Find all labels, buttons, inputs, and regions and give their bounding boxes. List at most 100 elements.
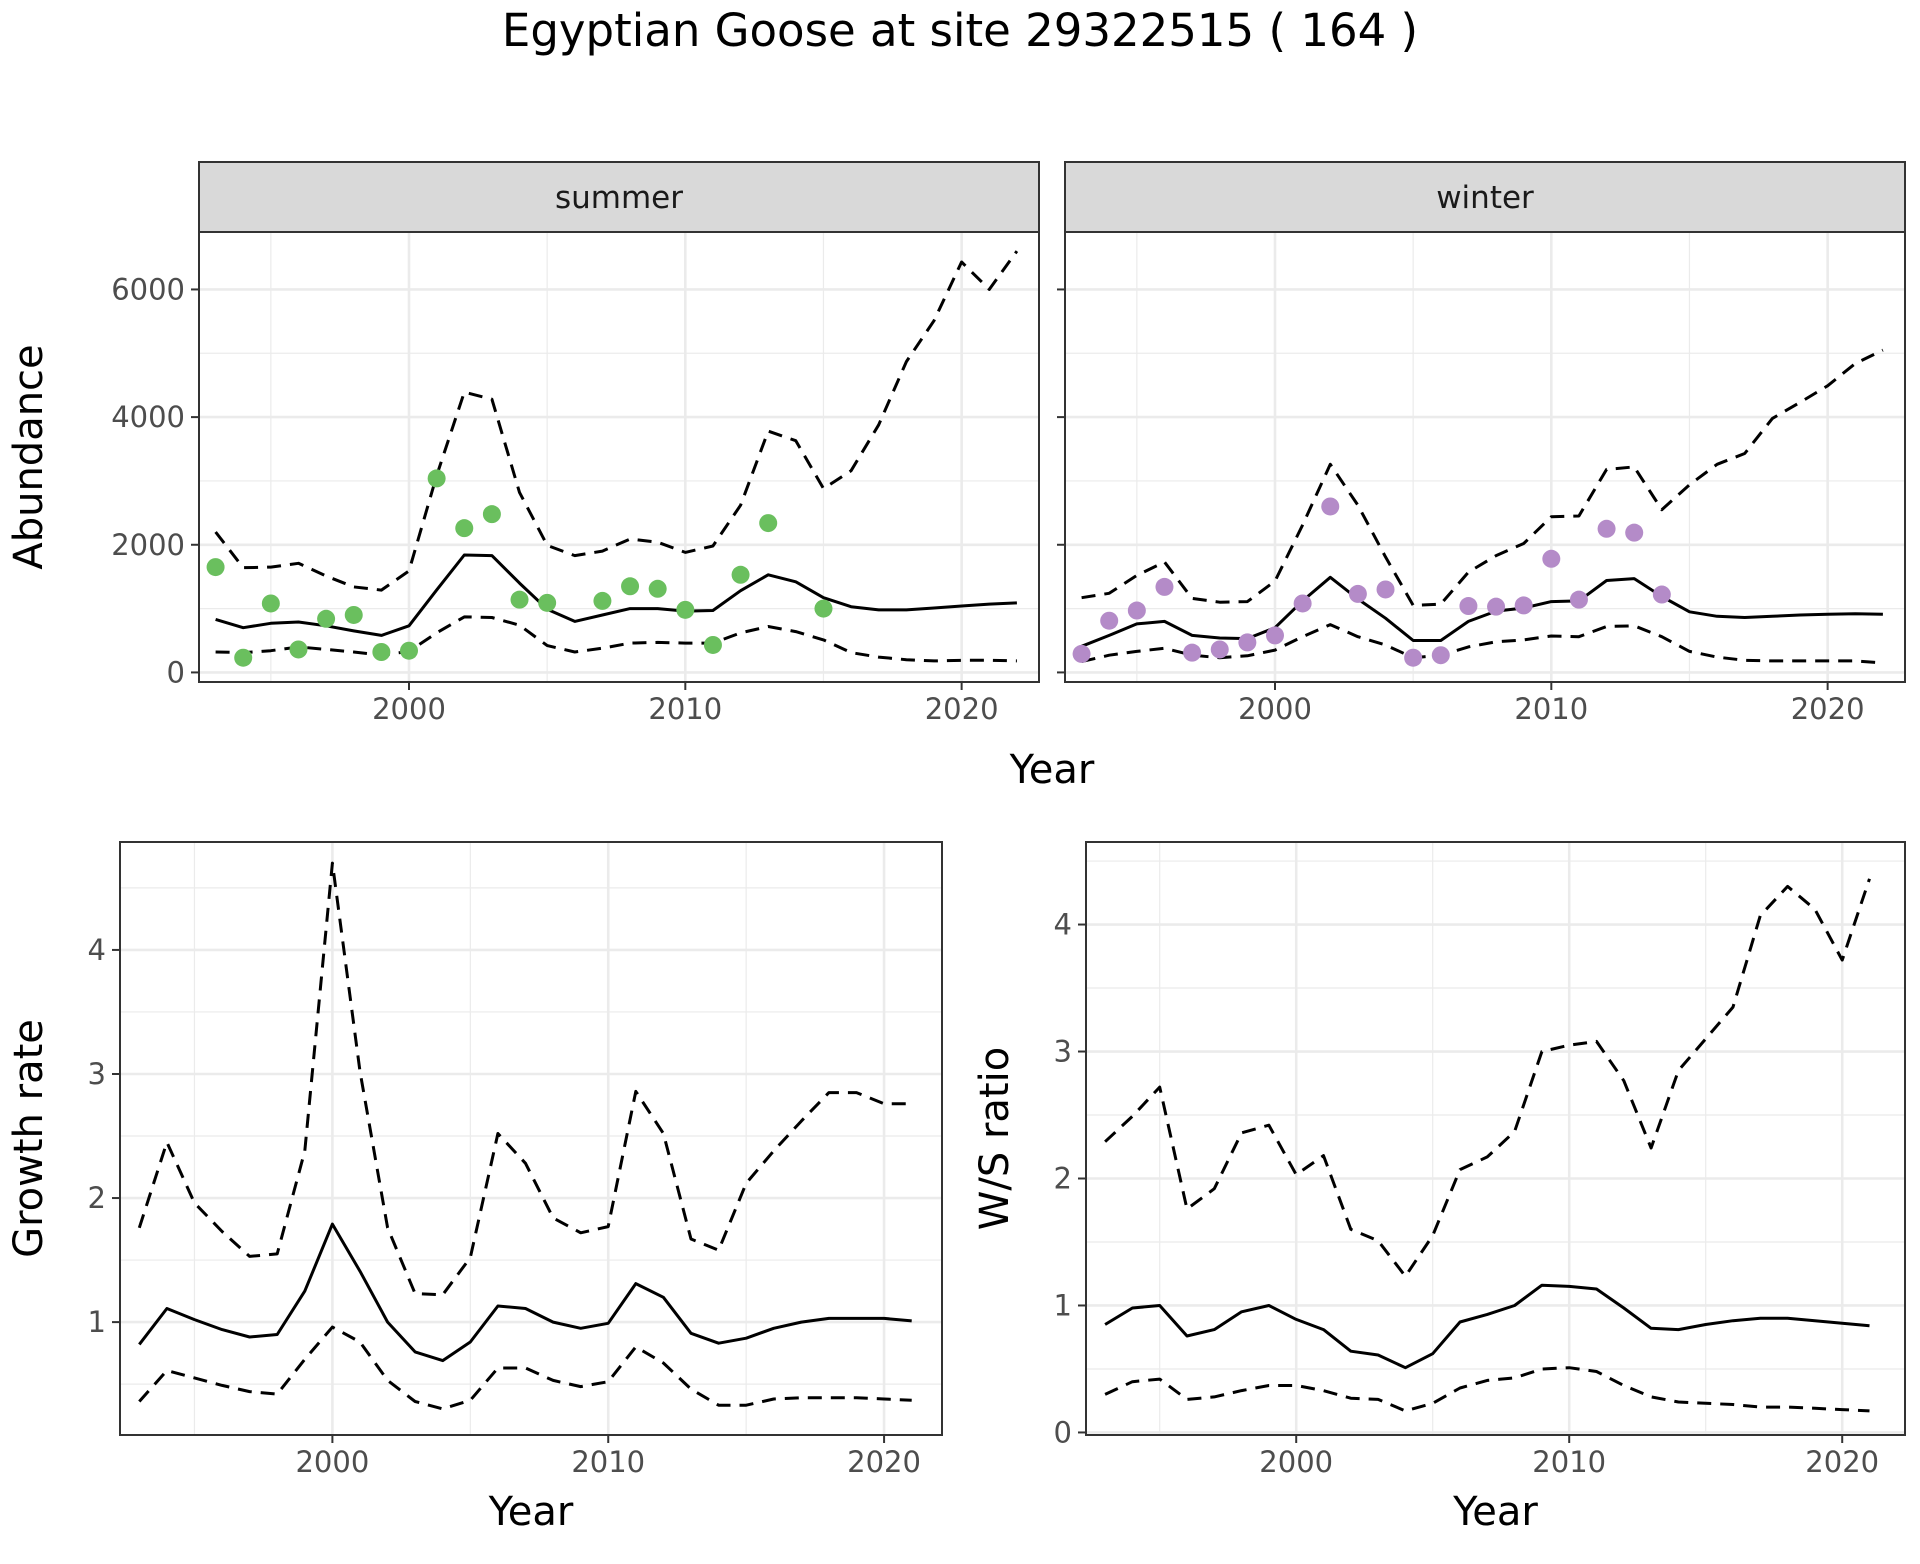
ratio-median-line — [1104, 1283, 1870, 1370]
growth-interval-line-1 — [137, 861, 912, 1297]
ratio-x-axis-title: Year — [1452, 1489, 1538, 1535]
winter-data-point — [1293, 594, 1312, 613]
winter-data-point — [1321, 497, 1340, 516]
summer-data-point — [731, 565, 750, 584]
summer-panel: summer 2000 2010 2020 0 2000 4000 6000 Abundance — [6, 161, 1040, 726]
summer-data-point — [648, 579, 667, 598]
growth-x-tick-label: 2010 — [571, 1445, 645, 1479]
summer-data-point — [372, 643, 391, 661]
growth-y-tick-label: 3 — [88, 1057, 106, 1091]
summer-data-point — [289, 640, 308, 659]
winter-data-point — [1569, 590, 1588, 609]
summer-data-point — [455, 519, 474, 538]
growth-x-tick-label: 2000 — [295, 1445, 369, 1479]
winter-strip-label: winter — [1436, 180, 1534, 216]
figure-title: Egyptian Goose at site 29322515 ( 164 ) — [502, 4, 1418, 57]
ratio-y-tick-label: 0 — [1054, 1415, 1072, 1449]
winter-x-tick-label: 2000 — [1238, 692, 1312, 726]
summer-data-point — [400, 641, 418, 660]
summer-interval-line-2 — [215, 615, 1017, 663]
summer-data-point — [538, 593, 557, 612]
growth-y-axis-title: Growth rate — [6, 1019, 52, 1258]
growth-y-tick-label: 2 — [88, 1181, 106, 1215]
winter-plot-area — [1065, 232, 1905, 682]
summer-x-tick-label: 2020 — [925, 692, 999, 726]
winter-median-line — [1081, 575, 1883, 648]
charts-group: summer 2000 2010 2020 0 2000 4000 6000 Abundance… — [6, 161, 1906, 1535]
ratio-y-tick-label: 3 — [1054, 1035, 1072, 1069]
winter-x-tick-label: 2010 — [1514, 692, 1588, 726]
ratio-y-axis-title: W/S ratio — [972, 1047, 1018, 1230]
summer-interval-line-1 — [214, 250, 1019, 592]
winter-panel: winter 2000 2010 2020 — [1057, 161, 1906, 726]
summer-data-point — [261, 594, 280, 613]
winter-data-point — [1431, 646, 1450, 665]
ratio-interval-line-2 — [1104, 1366, 1870, 1413]
winter-data-point — [1625, 523, 1644, 542]
summer-data-point — [510, 590, 529, 609]
summer-strip-label: summer — [555, 180, 683, 216]
winter-x-tick-label: 2020 — [1791, 692, 1865, 726]
growth-median-line — [138, 1222, 912, 1363]
winter-data-point — [1072, 644, 1091, 663]
growth-panel-border — [119, 841, 943, 1436]
winter-data-point — [1127, 601, 1146, 620]
growth-panel: 2000 2010 2020 1 2 3 4 Year Growth rate — [6, 841, 943, 1535]
summer-y-axis-title: Abundance — [6, 344, 52, 569]
winter-data-point — [1376, 580, 1395, 599]
summer-data-point — [482, 505, 501, 524]
summer-data-point — [427, 469, 446, 488]
summer-x-tick-label: 2000 — [372, 692, 446, 726]
abundance-x-axis-title: Year — [1009, 747, 1095, 793]
summer-x-tick-label: 2010 — [648, 692, 722, 726]
summer-y-tick-label: 6000 — [111, 272, 185, 306]
summer-data-point — [234, 648, 253, 667]
ratio-panel: 2000 2010 2020 0 1 2 3 4 Year W/S ratio — [972, 841, 1906, 1535]
winter-data-point — [1210, 640, 1229, 659]
summer-median-line — [215, 553, 1017, 637]
growth-y-tick-label: 1 — [88, 1305, 106, 1339]
winter-data-point — [1238, 633, 1257, 652]
summer-data-point — [621, 577, 640, 596]
winter-interval-line-1 — [1081, 348, 1884, 607]
summer-plot-area — [199, 232, 1039, 682]
growth-plot-area — [120, 842, 942, 1435]
winter-data-point — [1404, 648, 1423, 667]
winter-data-point — [1542, 549, 1561, 568]
growth-y-tick-label: 4 — [88, 933, 106, 967]
winter-data-point — [1597, 519, 1616, 538]
growth-interval-line-2 — [138, 1325, 912, 1411]
winter-data-point — [1514, 596, 1533, 615]
growth-x-tick-label: 2020 — [847, 1445, 921, 1479]
ratio-interval-line-1 — [1104, 878, 1871, 1278]
ratio-x-tick-label: 2020 — [1805, 1445, 1879, 1479]
ratio-y-tick-label: 2 — [1054, 1161, 1072, 1195]
ratio-plot-area — [1086, 842, 1905, 1435]
summer-data-point — [703, 635, 722, 654]
winter-data-point — [1487, 597, 1506, 616]
winter-data-point — [1266, 626, 1284, 645]
growth-x-axis-title: Year — [488, 1489, 574, 1535]
winter-data-point — [1155, 577, 1174, 596]
ratio-x-tick-label: 2000 — [1259, 1445, 1333, 1479]
summer-data-point — [676, 600, 695, 619]
summer-y-tick-label: 4000 — [111, 400, 185, 434]
winter-interval-line-2 — [1081, 623, 1884, 665]
winter-data-point — [1459, 597, 1478, 616]
summer-data-point — [317, 609, 336, 628]
ratio-x-tick-label: 2010 — [1532, 1445, 1606, 1479]
ratio-panel-border — [1085, 841, 1906, 1436]
summer-data-point — [814, 599, 833, 618]
winter-data-point — [1183, 643, 1202, 662]
summer-y-tick-label: 2000 — [111, 528, 185, 562]
ratio-y-tick-label: 4 — [1054, 908, 1072, 942]
winter-strip — [1064, 161, 1906, 233]
winter-data-point — [1348, 584, 1367, 603]
summer-data-point — [759, 514, 778, 533]
summer-data-point — [593, 591, 612, 610]
summer-data-point — [206, 558, 225, 577]
ratio-y-tick-label: 1 — [1054, 1288, 1072, 1322]
winter-data-point — [1100, 611, 1119, 630]
